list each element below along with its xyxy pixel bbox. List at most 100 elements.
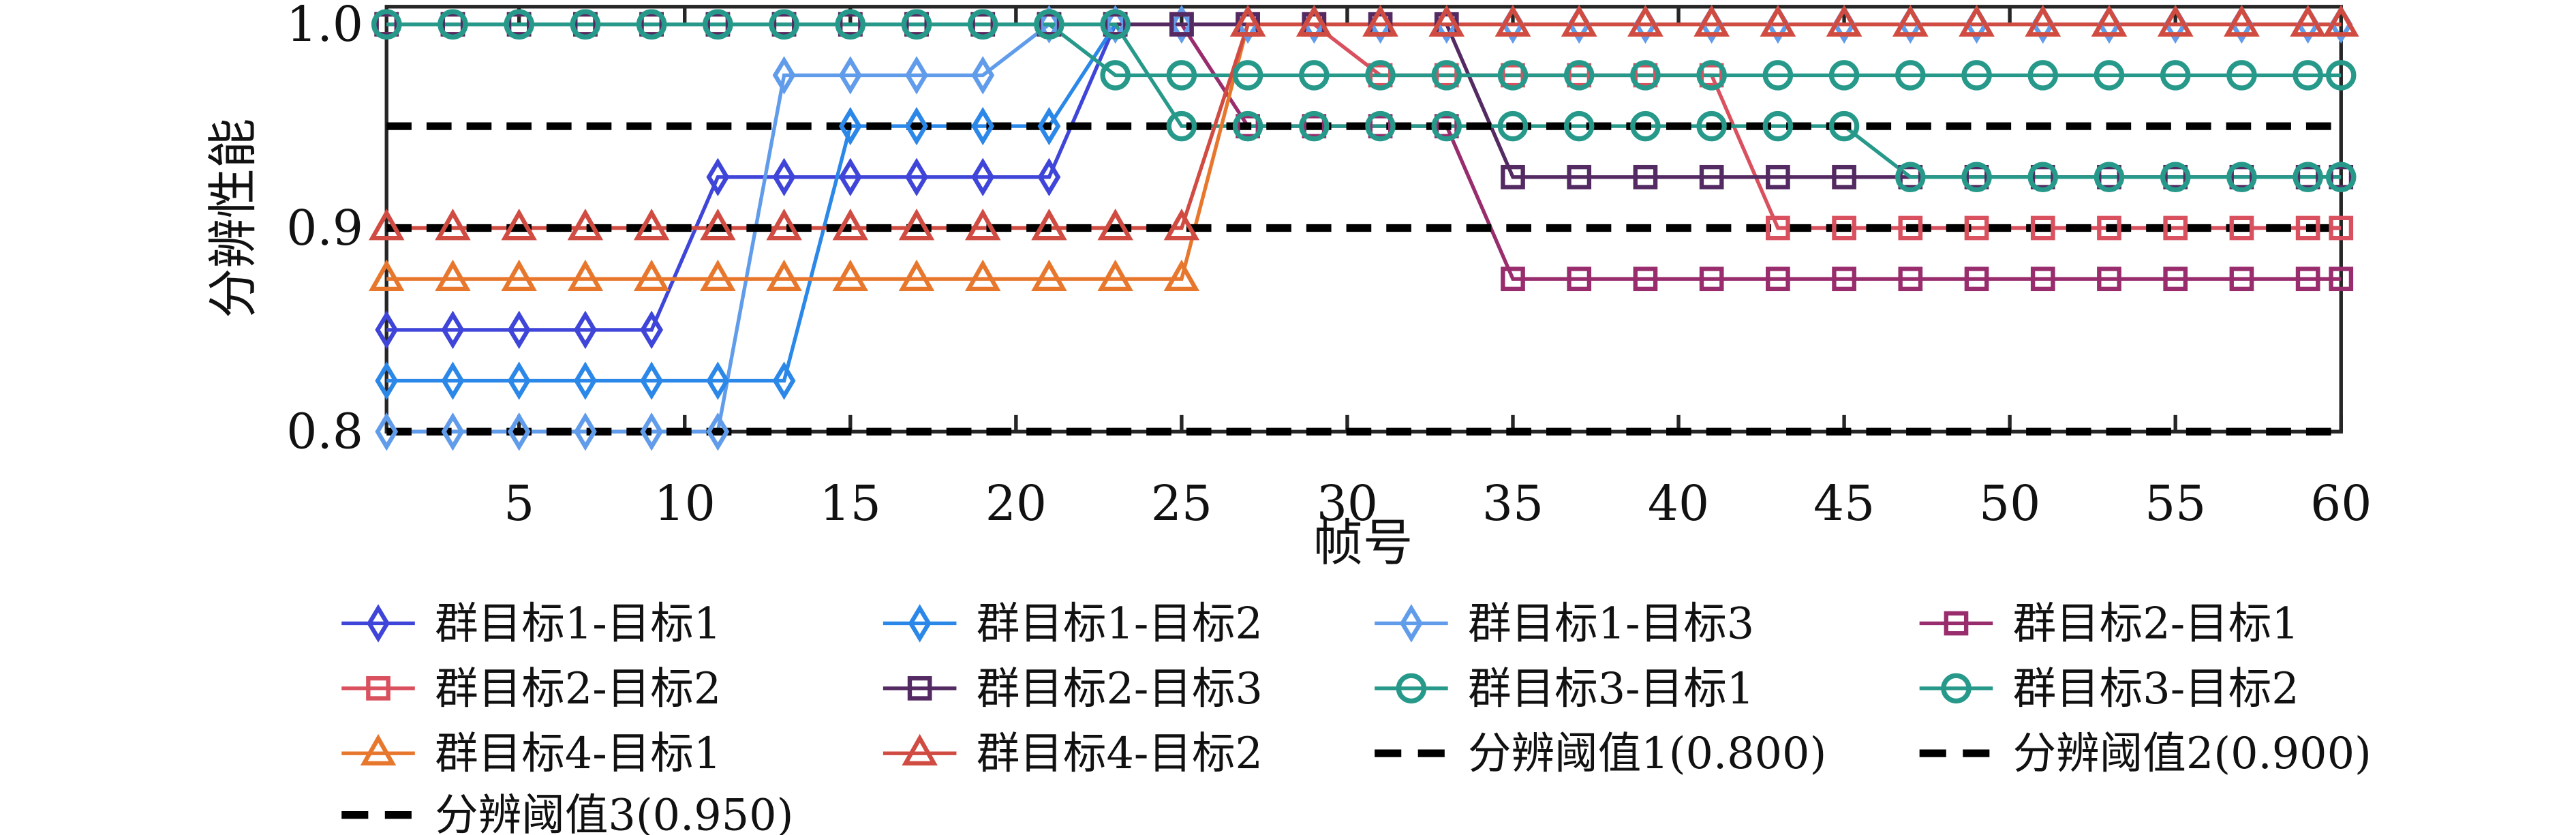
legend-item: 群目标2-目标3 (883, 663, 1263, 714)
marker-diamond (1037, 106, 1061, 146)
marker-square (1766, 215, 1790, 241)
marker-triangle (1163, 259, 1200, 292)
marker-diamond (441, 412, 465, 451)
marker-triangle (2323, 5, 2359, 37)
marker-triangle (633, 259, 670, 292)
marker-diamond (772, 361, 796, 400)
marker-circle (570, 9, 601, 40)
marker-circle (1166, 110, 1197, 142)
marker-diamond (640, 310, 664, 350)
marker-diamond (507, 361, 531, 400)
marker-triangle (1959, 5, 1995, 37)
marker-square (1699, 63, 1724, 88)
marker-circle (2094, 60, 2125, 91)
marker-circle (1396, 673, 1427, 704)
legend-label: 群目标2-目标3 (977, 663, 1263, 714)
marker-circle (1365, 110, 1396, 142)
marker-triangle (700, 209, 736, 241)
marker-triangle (369, 259, 405, 292)
marker-diamond (905, 56, 928, 95)
marker-circle (2226, 162, 2257, 193)
marker-square (2097, 215, 2121, 241)
marker-square (1103, 12, 1128, 37)
marker-diamond (772, 157, 796, 196)
marker-triangle (1296, 5, 1332, 37)
marker-square (1699, 267, 1724, 292)
legend-label: 群目标1-目标3 (1468, 598, 1754, 648)
marker-square (1832, 164, 1856, 189)
marker-square (2229, 215, 2254, 241)
marker-triangle (1229, 5, 1266, 37)
legend-label: 群目标4-目标1 (435, 728, 721, 778)
x-axis-label: 帧号 (1313, 515, 1413, 573)
marker-square (771, 12, 797, 37)
x-tick-label: 35 (1482, 475, 1544, 532)
marker-triangle (832, 259, 869, 292)
marker-circle (1762, 60, 1794, 91)
x-tick-label: 25 (1151, 475, 1212, 532)
marker-square (1434, 114, 1459, 138)
marker-diamond (772, 56, 796, 95)
marker-diamond (838, 106, 862, 146)
legend-label: 分辨阈值2(0.900) (2013, 728, 2372, 778)
x-tick-label: 50 (1979, 475, 2040, 532)
marker-triangle (766, 259, 802, 292)
marker-diamond (573, 361, 597, 400)
marker-diamond (375, 361, 399, 400)
marker-circle (1100, 60, 1131, 91)
legend-label: 分辨阈值3(0.950) (435, 790, 793, 835)
marker-triangle (898, 259, 935, 292)
marker-diamond (905, 157, 928, 196)
marker-diamond (1037, 157, 1061, 196)
series-markers-5 (374, 12, 2354, 189)
marker-square (2030, 215, 2055, 241)
marker-diamond (507, 310, 531, 350)
marker-triangle (2290, 5, 2326, 37)
marker-triangle (964, 209, 1001, 241)
marker-square (1567, 267, 1592, 292)
series-line-7 (386, 22, 2342, 179)
marker-square (2295, 215, 2320, 241)
marker-square (970, 12, 996, 37)
marker-diamond (706, 412, 730, 451)
marker-square (1169, 12, 1194, 37)
marker-triangle (501, 259, 537, 292)
x-tick-label: 15 (820, 475, 881, 532)
marker-triangle (633, 209, 670, 241)
marker-square (1964, 164, 1989, 189)
marker-diamond (1169, 5, 1193, 44)
marker-square (1501, 267, 1525, 292)
legend-item: 群目标2-目标2 (341, 663, 721, 714)
marker-diamond (640, 361, 664, 400)
marker-triangle (435, 259, 471, 292)
marker-triangle (766, 209, 802, 241)
marker-circle (1630, 60, 1661, 91)
marker-square (506, 12, 532, 37)
marker-triangle (1627, 5, 1663, 37)
marker-square (2229, 164, 2254, 189)
marker-triangle (902, 733, 938, 766)
threshold-lines (386, 122, 2342, 436)
legend-item: 分辨阈值3(0.950) (341, 790, 793, 835)
marker-diamond (908, 604, 932, 643)
series-line-1 (386, 22, 2342, 383)
marker-circle (1431, 110, 1462, 142)
marker-circle (1034, 9, 1064, 40)
marker-triangle (1031, 259, 1067, 292)
marker-diamond (507, 412, 531, 451)
marker-triangle (567, 259, 604, 292)
marker-circle (2160, 162, 2191, 193)
marker-diamond (441, 310, 465, 350)
series-markers (369, 5, 2359, 451)
x-tick-label: 40 (1648, 475, 1709, 532)
marker-triangle (1760, 5, 1796, 37)
marker-circle (504, 9, 534, 40)
marker-circle (1961, 162, 1992, 193)
marker-circle (2326, 162, 2357, 193)
marker-diamond (971, 106, 995, 146)
marker-diamond (971, 56, 995, 95)
series-markers-7 (371, 9, 2357, 193)
legend-item: 群目标1-目标3 (1375, 598, 1754, 648)
marker-triangle (1561, 5, 1597, 37)
marker-circle (2094, 162, 2125, 193)
